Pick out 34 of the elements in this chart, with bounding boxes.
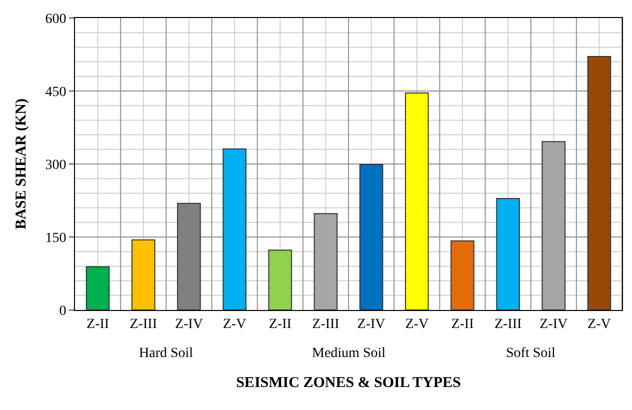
text: Medium Soil: [312, 346, 386, 361]
bar: [404, 92, 429, 310]
bar: [359, 164, 384, 310]
x-tick-label: Z-IV: [174, 316, 203, 332]
y-tick-label: 600: [45, 12, 66, 27]
y-tick-label: 450: [45, 84, 66, 100]
y-tick-label: 0: [59, 304, 66, 319]
y-tick-label: 150: [45, 230, 66, 246]
x-tick-label: Z-III: [312, 316, 340, 332]
bar: [131, 239, 156, 310]
x-tick-label: Z-II: [451, 316, 474, 332]
x-tick-label: Z-III: [494, 316, 522, 332]
bar: [450, 240, 474, 310]
y-axis-title: BASE SHEAR (KN): [13, 98, 30, 230]
x-tick-label: Z-II: [86, 316, 110, 332]
x-tick-label: Z-V: [588, 316, 611, 332]
x-axis-title: SEISMIC ZONES & SOIL TYPES: [236, 374, 461, 391]
x-tick-label: Z-III: [130, 316, 158, 332]
x-tick-label: Z-IV: [540, 316, 568, 332]
x-tick-label: Z-V: [222, 316, 246, 332]
x-tick-label: Z-V: [405, 316, 429, 332]
bar: [496, 198, 520, 310]
bar: [314, 213, 338, 310]
bar: [587, 56, 612, 310]
x-tick-label: Z-IV: [357, 316, 386, 332]
bar: [222, 148, 246, 310]
bar: [86, 266, 110, 310]
x-tick-label: Z-II: [268, 316, 292, 332]
bar: [177, 202, 201, 310]
bar: [542, 141, 566, 310]
text: Soft Soil: [506, 346, 556, 361]
y-tick-label: 300: [45, 158, 66, 173]
bar: [268, 250, 292, 310]
text: Hard Soil: [139, 346, 194, 361]
